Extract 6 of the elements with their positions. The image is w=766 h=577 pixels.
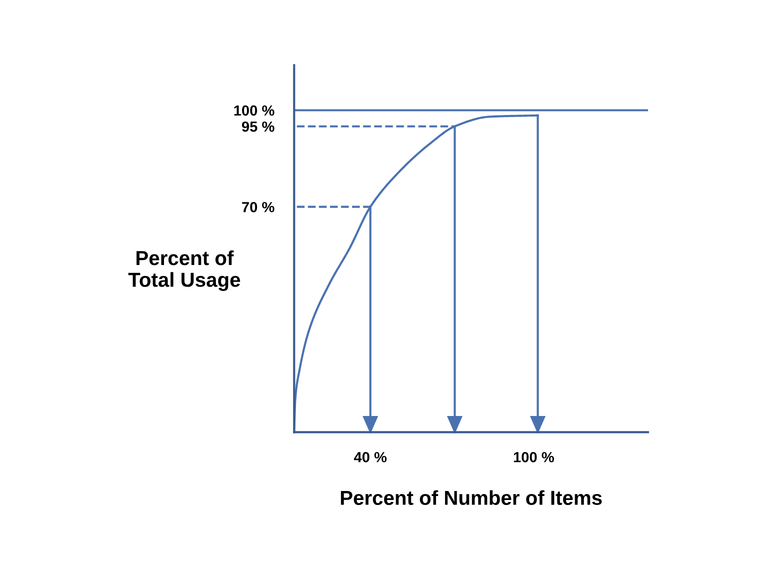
y-axis-title: Percent of Total Usage [128,250,240,291]
y-tick-label: 95 % [242,121,274,132]
x-tick-label: 40 % [354,452,387,462]
x-axis-title: Percent of Number of Items [340,490,602,506]
y-tick-label: 70 % [242,202,274,212]
y-tick-label: 100 % [234,105,274,116]
